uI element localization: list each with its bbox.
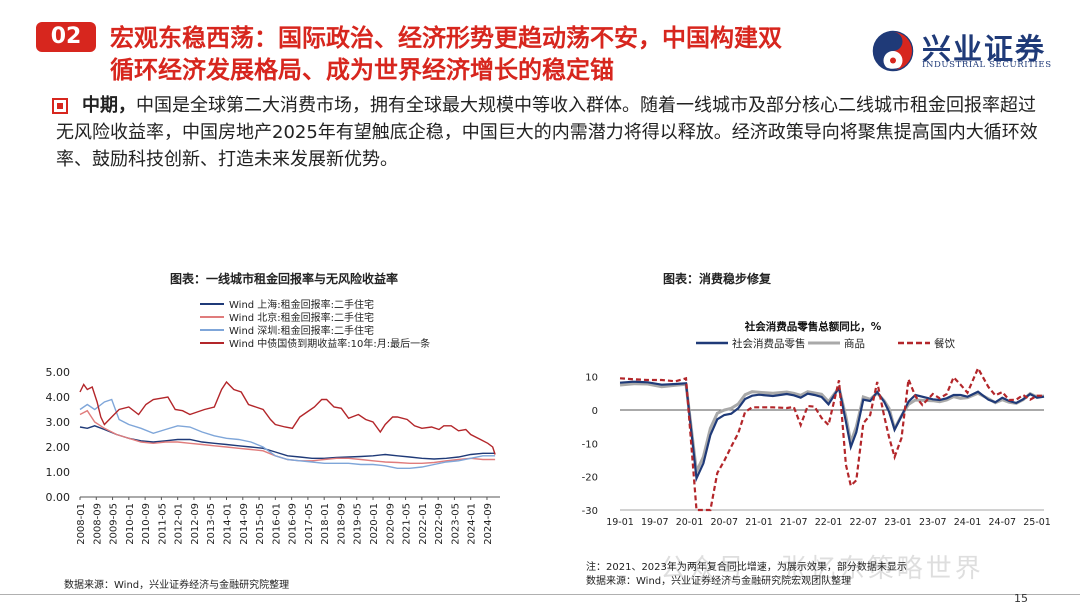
legend-label: 社会消费品零售 (732, 337, 806, 350)
source-note-right: 数据来源：Wind，兴业证券经济与金融研究院宏观团队整理 (586, 576, 852, 587)
x-tick-label: 2022-01 (418, 503, 429, 545)
legend-label: 商品 (844, 337, 865, 350)
x-tick-label: 2018-09 (336, 503, 347, 545)
x-tick-label: 2024-01 (467, 503, 478, 545)
body-lead: 中期， (82, 95, 136, 116)
legend-label: Wind 中债国债到期收益率:10年:月:最后一条 (229, 337, 430, 350)
brand-name-en: INDUSTRIAL SECURITIES (922, 60, 1052, 70)
x-tick-label: 2016-09 (288, 503, 299, 545)
x-tick-label: 21-01 (745, 517, 773, 528)
y-tick-label: 0.00 (46, 491, 71, 504)
body-paragraph: 中期，中国是全球第二大消费市场，拥有全球最大规模中等收入群体。随着一线城市及部分… (56, 92, 1046, 173)
x-tick-label: 2024-09 (483, 503, 494, 545)
x-tick-label: 19-01 (606, 517, 634, 528)
brand-name-cn: 兴业证券 (922, 32, 1047, 66)
x-tick-label: 2018-01 (320, 503, 331, 545)
y-tick-label: 4.00 (46, 391, 71, 404)
page-number: 15 (1014, 592, 1028, 605)
x-tick-label: 2020-01 (369, 503, 380, 545)
series-line (79, 425, 496, 460)
legend-label: 餐饮 (934, 337, 955, 350)
legend-label: Wind 深圳:租金回报率:二手住宅 (229, 324, 374, 337)
x-tick-label: 2012-01 (174, 503, 185, 545)
y-tick-label: -30 (582, 506, 598, 517)
x-tick-label: 19-07 (641, 517, 669, 528)
legend-label: Wind 北京:租金回报率:二手住宅 (229, 311, 374, 324)
x-tick-label: 2022-09 (434, 503, 445, 545)
bullet-square-icon (52, 98, 68, 114)
x-tick-label: 22-01 (815, 517, 843, 528)
body-text: 中国是全球第二大消费市场，拥有全球最大规模中等收入群体。随着一线城市及部分核心二… (56, 95, 1038, 170)
x-tick-label: 2021-05 (402, 503, 413, 545)
footer-divider (0, 594, 1080, 595)
chart-right-title: 图表：消费稳步修复 (663, 272, 772, 286)
y-tick-label: -20 (582, 473, 598, 484)
series-line (619, 380, 1045, 483)
x-tick-label: 23-01 (884, 517, 912, 528)
x-tick-label: 24-01 (954, 517, 982, 528)
x-tick-label: 2017-05 (304, 503, 315, 545)
x-tick-label: 2023-05 (450, 503, 461, 545)
x-tick-label: 2020-09 (385, 503, 396, 545)
x-tick-label: 22-07 (849, 517, 877, 528)
x-tick-label: 24-07 (988, 517, 1016, 528)
y-tick-label: 0 (592, 406, 598, 417)
chart-left-title: 图表：一线城市租金回报率与无风险收益率 (170, 272, 399, 286)
x-tick-label: 2008-09 (92, 503, 103, 545)
chart-consumption: 社会消费品零售总额同比，% 社会消费品零售 商品 餐饮 10 0 -10 -20 -30 19… (582, 320, 1051, 528)
footnote-right: 注：2021、2023年为两年复合同比增速，为展示效果，部分数据未显示 (586, 562, 907, 573)
company-logo-icon (872, 30, 914, 72)
y-tick-label: 1.00 (46, 466, 71, 479)
x-tick-label: 2010-09 (141, 503, 152, 545)
x-tick-label: 2019-05 (353, 503, 364, 545)
x-tick-label: 2012-09 (190, 503, 201, 545)
x-tick-label: 2008-01 (76, 503, 87, 545)
series-line (619, 365, 1044, 512)
x-tick-label: 2016-01 (271, 503, 282, 545)
page-title-line-2: 循环经济发展格局、成为世界经济增长的稳定锚 (110, 56, 614, 84)
x-tick-label: 25-01 (1023, 517, 1051, 528)
x-tick-label: 2013-05 (206, 503, 217, 545)
page-title-line-1: 宏观东稳西荡：国际政治、经济形势更趋动荡不安，中国构建双 (110, 24, 782, 52)
x-tick-label: 20-01 (676, 517, 704, 528)
section-number-badge: 02 (36, 22, 96, 52)
x-tick-label: 23-07 (919, 517, 947, 528)
x-tick-label: 21-07 (780, 517, 808, 528)
watermark-text: 公众号 · 张忆东策略世界 (660, 554, 984, 584)
chart-right-inner-title: 社会消费品零售总额同比，% (744, 320, 882, 333)
x-tick-label: 20-07 (710, 517, 738, 528)
x-tick-label: 2009-05 (109, 503, 120, 545)
y-tick-label: 10 (585, 373, 598, 384)
y-tick-label: 3.00 (46, 416, 71, 429)
x-tick-label: 2014-09 (239, 503, 250, 545)
x-tick-label: 2010-01 (125, 503, 136, 545)
series-line (79, 398, 496, 469)
y-tick-label: 2.00 (46, 441, 71, 454)
legend-label: Wind 上海:租金回报率:二手住宅 (229, 298, 374, 311)
y-tick-label: 5.00 (46, 366, 71, 379)
x-tick-label: 2014-01 (223, 503, 234, 545)
series-line (79, 380, 496, 455)
y-tick-label: -10 (582, 439, 598, 450)
x-tick-label: 2011-05 (157, 503, 168, 545)
source-note-left: 数据来源：Wind，兴业证券经济与金融研究院整理 (64, 580, 290, 591)
x-tick-label: 2015-05 (255, 503, 266, 545)
